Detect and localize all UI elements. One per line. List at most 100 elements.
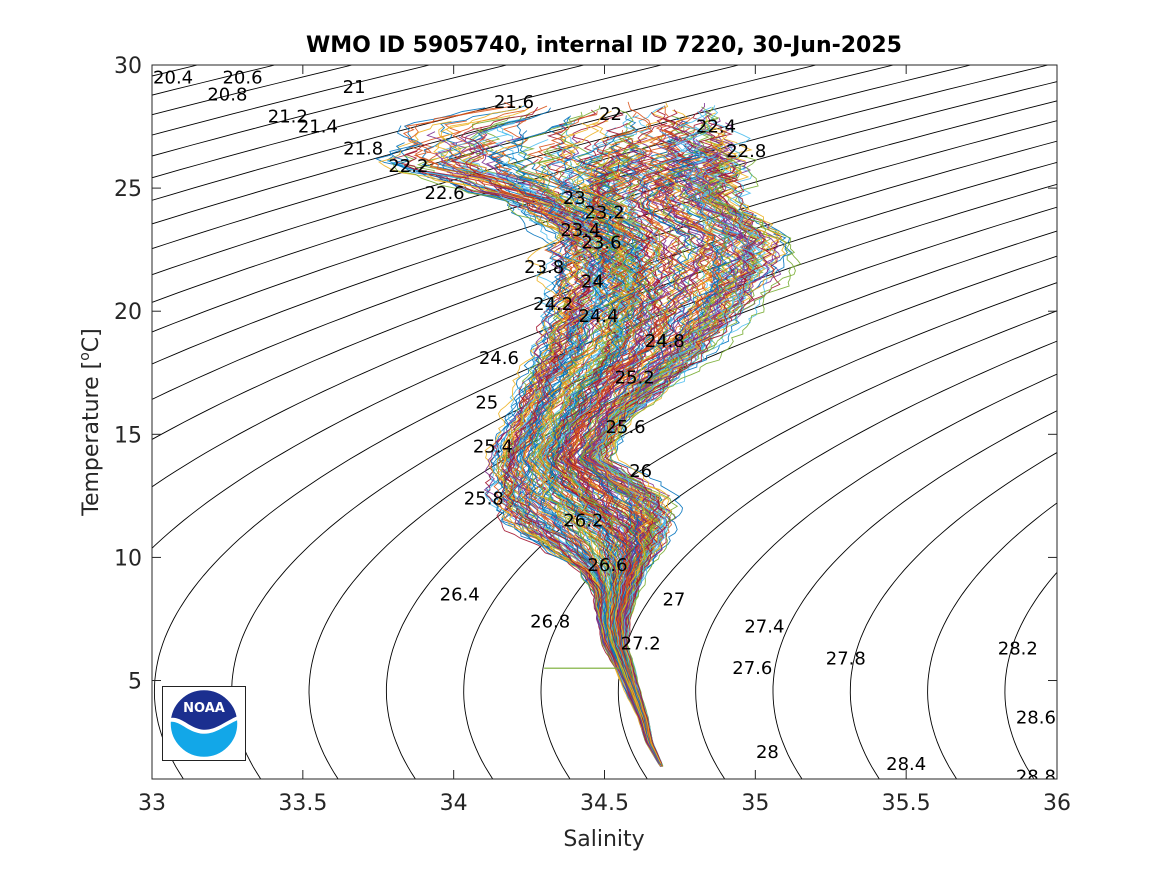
isopycnal-label: 22.2: [388, 156, 428, 177]
isopycnal-line: [1004, 571, 1057, 779]
isopycnal-line: [849, 451, 1057, 779]
isopycnal-label: 21.8: [343, 139, 383, 160]
x-tick-label: 35.5: [882, 791, 931, 816]
y-axis-title-degree: o: [77, 352, 93, 361]
profile-line: [546, 115, 662, 766]
isopycnal-line: [152, 120, 1057, 440]
isopycnal-line: [1160, 40, 1167, 803]
isopycnal-label: 20.6: [222, 67, 262, 88]
isopycnal-label: 26: [629, 461, 652, 482]
profile-line: [562, 148, 663, 767]
y-tick-label: 10: [114, 546, 142, 571]
profile-line: [571, 173, 706, 765]
profile-line: [392, 163, 661, 766]
profile-line: [528, 110, 661, 766]
x-tick-label: 33.5: [278, 791, 327, 816]
x-tick-label: 36: [1043, 791, 1071, 816]
isopycnal-label: 20.8: [207, 85, 247, 106]
profile-line: [593, 165, 713, 764]
isopycnal-label: 28.6: [1016, 707, 1056, 728]
isopycnal-line: [152, 65, 587, 179]
x-tick-label: 35: [741, 791, 769, 816]
isopycnal-label: 26.4: [440, 584, 480, 605]
isopycnal-label: 25.6: [606, 417, 646, 438]
isopycnal-line: [231, 206, 1057, 779]
y-axis: 5 10 15 20 25 30: [114, 54, 1057, 695]
x-axis: 33 33.5 34 34.5 35 35.5 36: [138, 65, 1071, 816]
profile-line: [509, 116, 661, 764]
isopycnal-label: 23.4: [560, 220, 600, 241]
isopycnal-label: 21.2: [268, 107, 308, 128]
isopycnal-label: 28.8: [1016, 767, 1056, 788]
isopycnal-label: 27.2: [621, 634, 661, 655]
isopycnal-line: [153, 183, 1057, 779]
profile-line: [426, 131, 659, 764]
x-axis-title: Salinity: [563, 827, 644, 852]
isopycnal-label: 21: [343, 77, 366, 98]
profile-line: [598, 149, 802, 767]
isopycnal-label: 22.4: [696, 117, 736, 138]
noaa-emblem-bottom: [170, 717, 238, 758]
isopycnal-line: [0, 40, 147, 803]
chart-title: WMO ID 5905740, internal ID 7220, 30-Jun…: [306, 33, 902, 58]
profile-line: [426, 173, 660, 765]
profile-line: [490, 150, 660, 764]
isopycnal-label: 23: [563, 188, 586, 209]
y-axis-title: Temperature [oC]: [77, 328, 104, 516]
isopycnal-line: [152, 140, 1057, 488]
profile-line: [460, 106, 661, 765]
noaa-emblem-wave: [170, 714, 238, 734]
isopycnal-line: [152, 100, 1057, 400]
isopycnal-label: 27.4: [744, 616, 784, 637]
isopycnal-line: [152, 65, 664, 201]
noaa-emblem-icon: NOAA: [169, 688, 239, 759]
isopycnal-label: 22.8: [726, 141, 766, 162]
isopycnal-label: 24.2: [533, 294, 573, 315]
isopycnal-label: 28: [756, 742, 779, 763]
isopycnal-label: 24.4: [578, 306, 618, 327]
isopycnal-line: [540, 310, 1057, 779]
y-axis-title-text: Temperature [: [79, 361, 104, 517]
profile-line: [473, 107, 661, 766]
y-tick-label: 30: [114, 54, 142, 79]
x-tick-label: 34.5: [580, 791, 629, 816]
profile-line: [554, 122, 662, 767]
isopycnal-label: 24.8: [645, 331, 685, 352]
isopycnal-label: 21.4: [298, 117, 338, 138]
profile-line: [594, 106, 766, 765]
isopycnal-line: [0, 40, 70, 803]
profile-line: [515, 146, 661, 764]
isopycnal-label: 24.6: [479, 348, 519, 369]
y-axis-title-unit: C]: [79, 328, 104, 352]
isopycnal-line: [1082, 40, 1167, 803]
isopycnal-label: 28.2: [998, 639, 1038, 660]
y-tick-label: 20: [114, 300, 142, 325]
isopycnal-line: [152, 161, 1057, 549]
isopycnal-label: 25: [475, 392, 498, 413]
isopycnal-label: 26.6: [587, 555, 627, 576]
isopycnal-label: 23.8: [524, 257, 564, 278]
isopycnal-label: 23.2: [584, 203, 624, 224]
x-tick-label: 33: [138, 791, 166, 816]
isopycnal-label: 27: [662, 589, 685, 610]
profile-line: [595, 126, 754, 766]
isopycnal-line: [772, 410, 1057, 779]
isopycnal-label: 22.6: [425, 183, 465, 204]
isopycnal-line: [463, 282, 1057, 779]
isopycnal-label: 27.8: [826, 648, 866, 669]
x-tick-label: 34: [440, 791, 468, 816]
isopycnal-label: 27.6: [732, 658, 772, 679]
profile-line: [562, 156, 714, 767]
isopycnal-label: 22: [599, 104, 622, 125]
isopycnal-line: [385, 255, 1057, 779]
isopycnal-labels: 20.4 20.620.8 21 21.221.4 21.6 21.8 22 22.2 22.4…: [153, 67, 1056, 788]
isopycnal-label: 24: [581, 272, 604, 293]
profile-lines: [374, 101, 802, 767]
isopycnal-label: 26.2: [563, 511, 603, 532]
profile-line: [458, 136, 661, 765]
profile-line: [449, 145, 660, 764]
y-tick-label: 25: [114, 177, 142, 202]
isopycnal-line: [152, 65, 741, 225]
isopycnal-line: [695, 373, 1057, 779]
isopycnal-label: 23.6: [581, 232, 621, 253]
